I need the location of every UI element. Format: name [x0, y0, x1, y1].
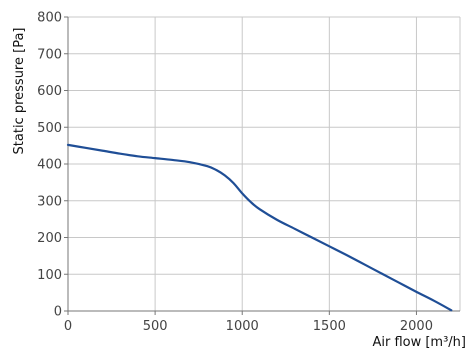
- x-tick-label: 1000: [226, 319, 259, 334]
- y-tick-labels: 0 100 200 300 400 500 600 700 800: [37, 11, 62, 320]
- y-tick-label: 400: [37, 158, 62, 173]
- x-tick-label: 500: [143, 319, 168, 334]
- series: [66, 143, 453, 312]
- x-tick-labels: 0 500 1000 1500 2000: [64, 319, 433, 334]
- y-tick-label: 700: [37, 47, 62, 62]
- y-tick-label: 500: [37, 121, 62, 136]
- y-tick-label: 300: [37, 194, 62, 209]
- y-tick-label: 200: [37, 231, 62, 246]
- y-tick-label: 0: [54, 305, 62, 320]
- y-axis-label: Static pressure [Pa]: [12, 28, 27, 155]
- x-tick-label: 0: [64, 319, 72, 334]
- x-tick-label: 2000: [400, 319, 433, 334]
- x-axis-label: Air flow [m³/h]: [372, 335, 466, 350]
- axes: [67, 17, 460, 312]
- grid: [64, 16, 461, 315]
- y-tick-label: 100: [37, 268, 62, 283]
- series-line: [66, 143, 453, 312]
- y-tick-label: 800: [37, 11, 62, 26]
- y-tick-label: 600: [37, 84, 62, 99]
- x-tick-label: 1500: [313, 319, 346, 334]
